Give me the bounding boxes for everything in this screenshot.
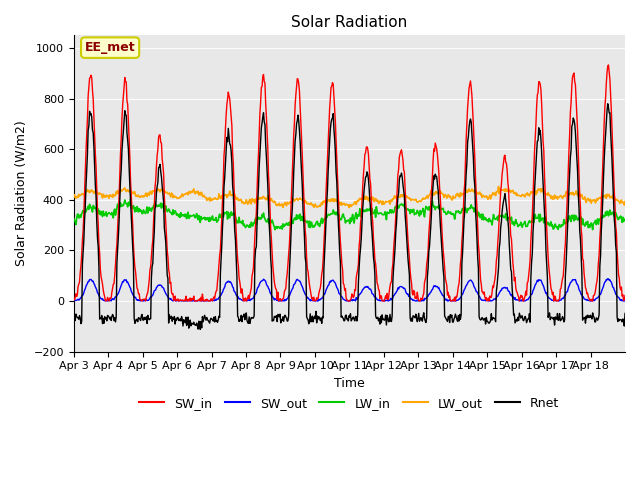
Legend: SW_in, SW_out, LW_in, LW_out, Rnet: SW_in, SW_out, LW_in, LW_out, Rnet [134,392,564,415]
Text: EE_met: EE_met [85,41,136,54]
X-axis label: Time: Time [334,377,365,390]
Y-axis label: Solar Radiation (W/m2): Solar Radiation (W/m2) [15,120,28,266]
Title: Solar Radiation: Solar Radiation [291,15,408,30]
